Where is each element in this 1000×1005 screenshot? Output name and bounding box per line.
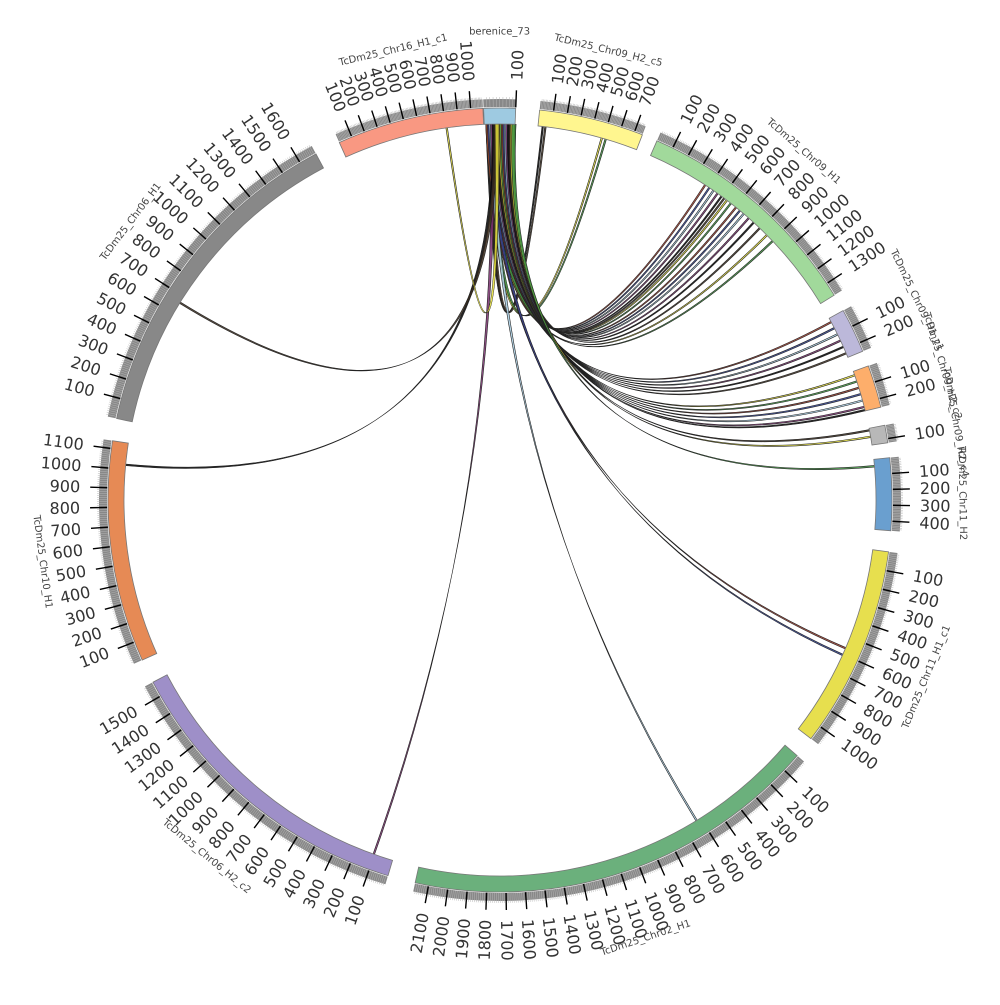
tick-label: 1700 [497,920,517,961]
tick-label: 100 [913,420,946,444]
tick-label: 800 [49,498,80,518]
tick-label: 400 [919,513,951,534]
tick-label: 1600 [518,918,540,960]
link-ribbon-chr06h2c2 [373,124,495,854]
tick-label: 1500 [539,916,563,959]
chromosome-segment-chr11h2 [874,458,892,531]
tick-label: 1100 [42,430,85,454]
tick-label: 600 [52,541,85,564]
link-ribbons [126,124,875,854]
tick-label: 1800 [475,919,495,960]
link-ribbon-chr11h1c1 [486,124,846,649]
chromosome-label-berenice: berenice_73 [469,26,530,37]
chromosome-segment-chr09c4 [869,425,888,445]
tick-label: 200 [920,478,951,498]
tick-label: 100 [507,49,527,80]
tick-label: 2100 [407,911,433,955]
tick-mark [516,90,517,107]
tick-mark [486,893,487,910]
chromosome-segment-berenice [484,108,516,124]
tick-label: 2000 [429,915,453,958]
link-ribbon-chr11h1c1 [487,124,843,656]
tick-label: 900 [49,476,80,496]
tick-label: 100 [62,375,96,401]
chromosome-label-chr11h2: TcDm25_Chr11_H2 [956,445,968,540]
tick-label: 1000 [456,40,478,82]
tick-mark [892,521,909,522]
tick-label: 1400 [559,913,584,956]
tick-mark [90,487,107,488]
tick-label: 700 [50,520,82,541]
tick-label: 1000 [40,453,82,475]
tick-label: 1900 [452,918,474,960]
tick-label: 500 [54,562,87,586]
